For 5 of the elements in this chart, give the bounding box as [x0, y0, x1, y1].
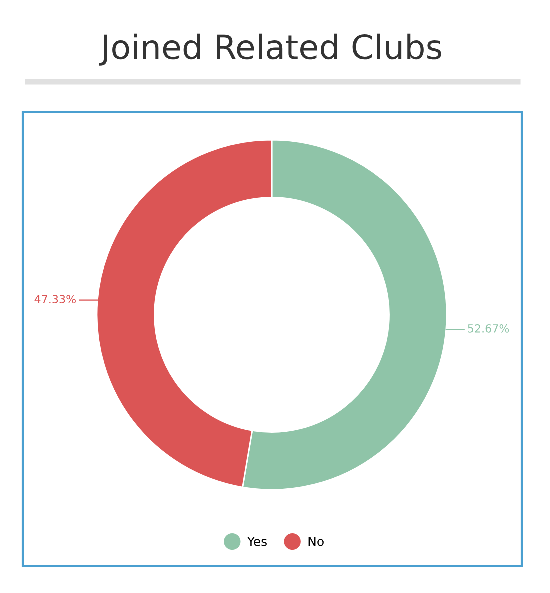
data-label: 52.67%	[468, 324, 510, 333]
legend-label: Yes	[247, 537, 267, 546]
data-label: 47.33%	[34, 295, 76, 304]
legend-label: No	[308, 537, 324, 546]
chart-title: Joined Related Clubs	[99, 34, 442, 66]
